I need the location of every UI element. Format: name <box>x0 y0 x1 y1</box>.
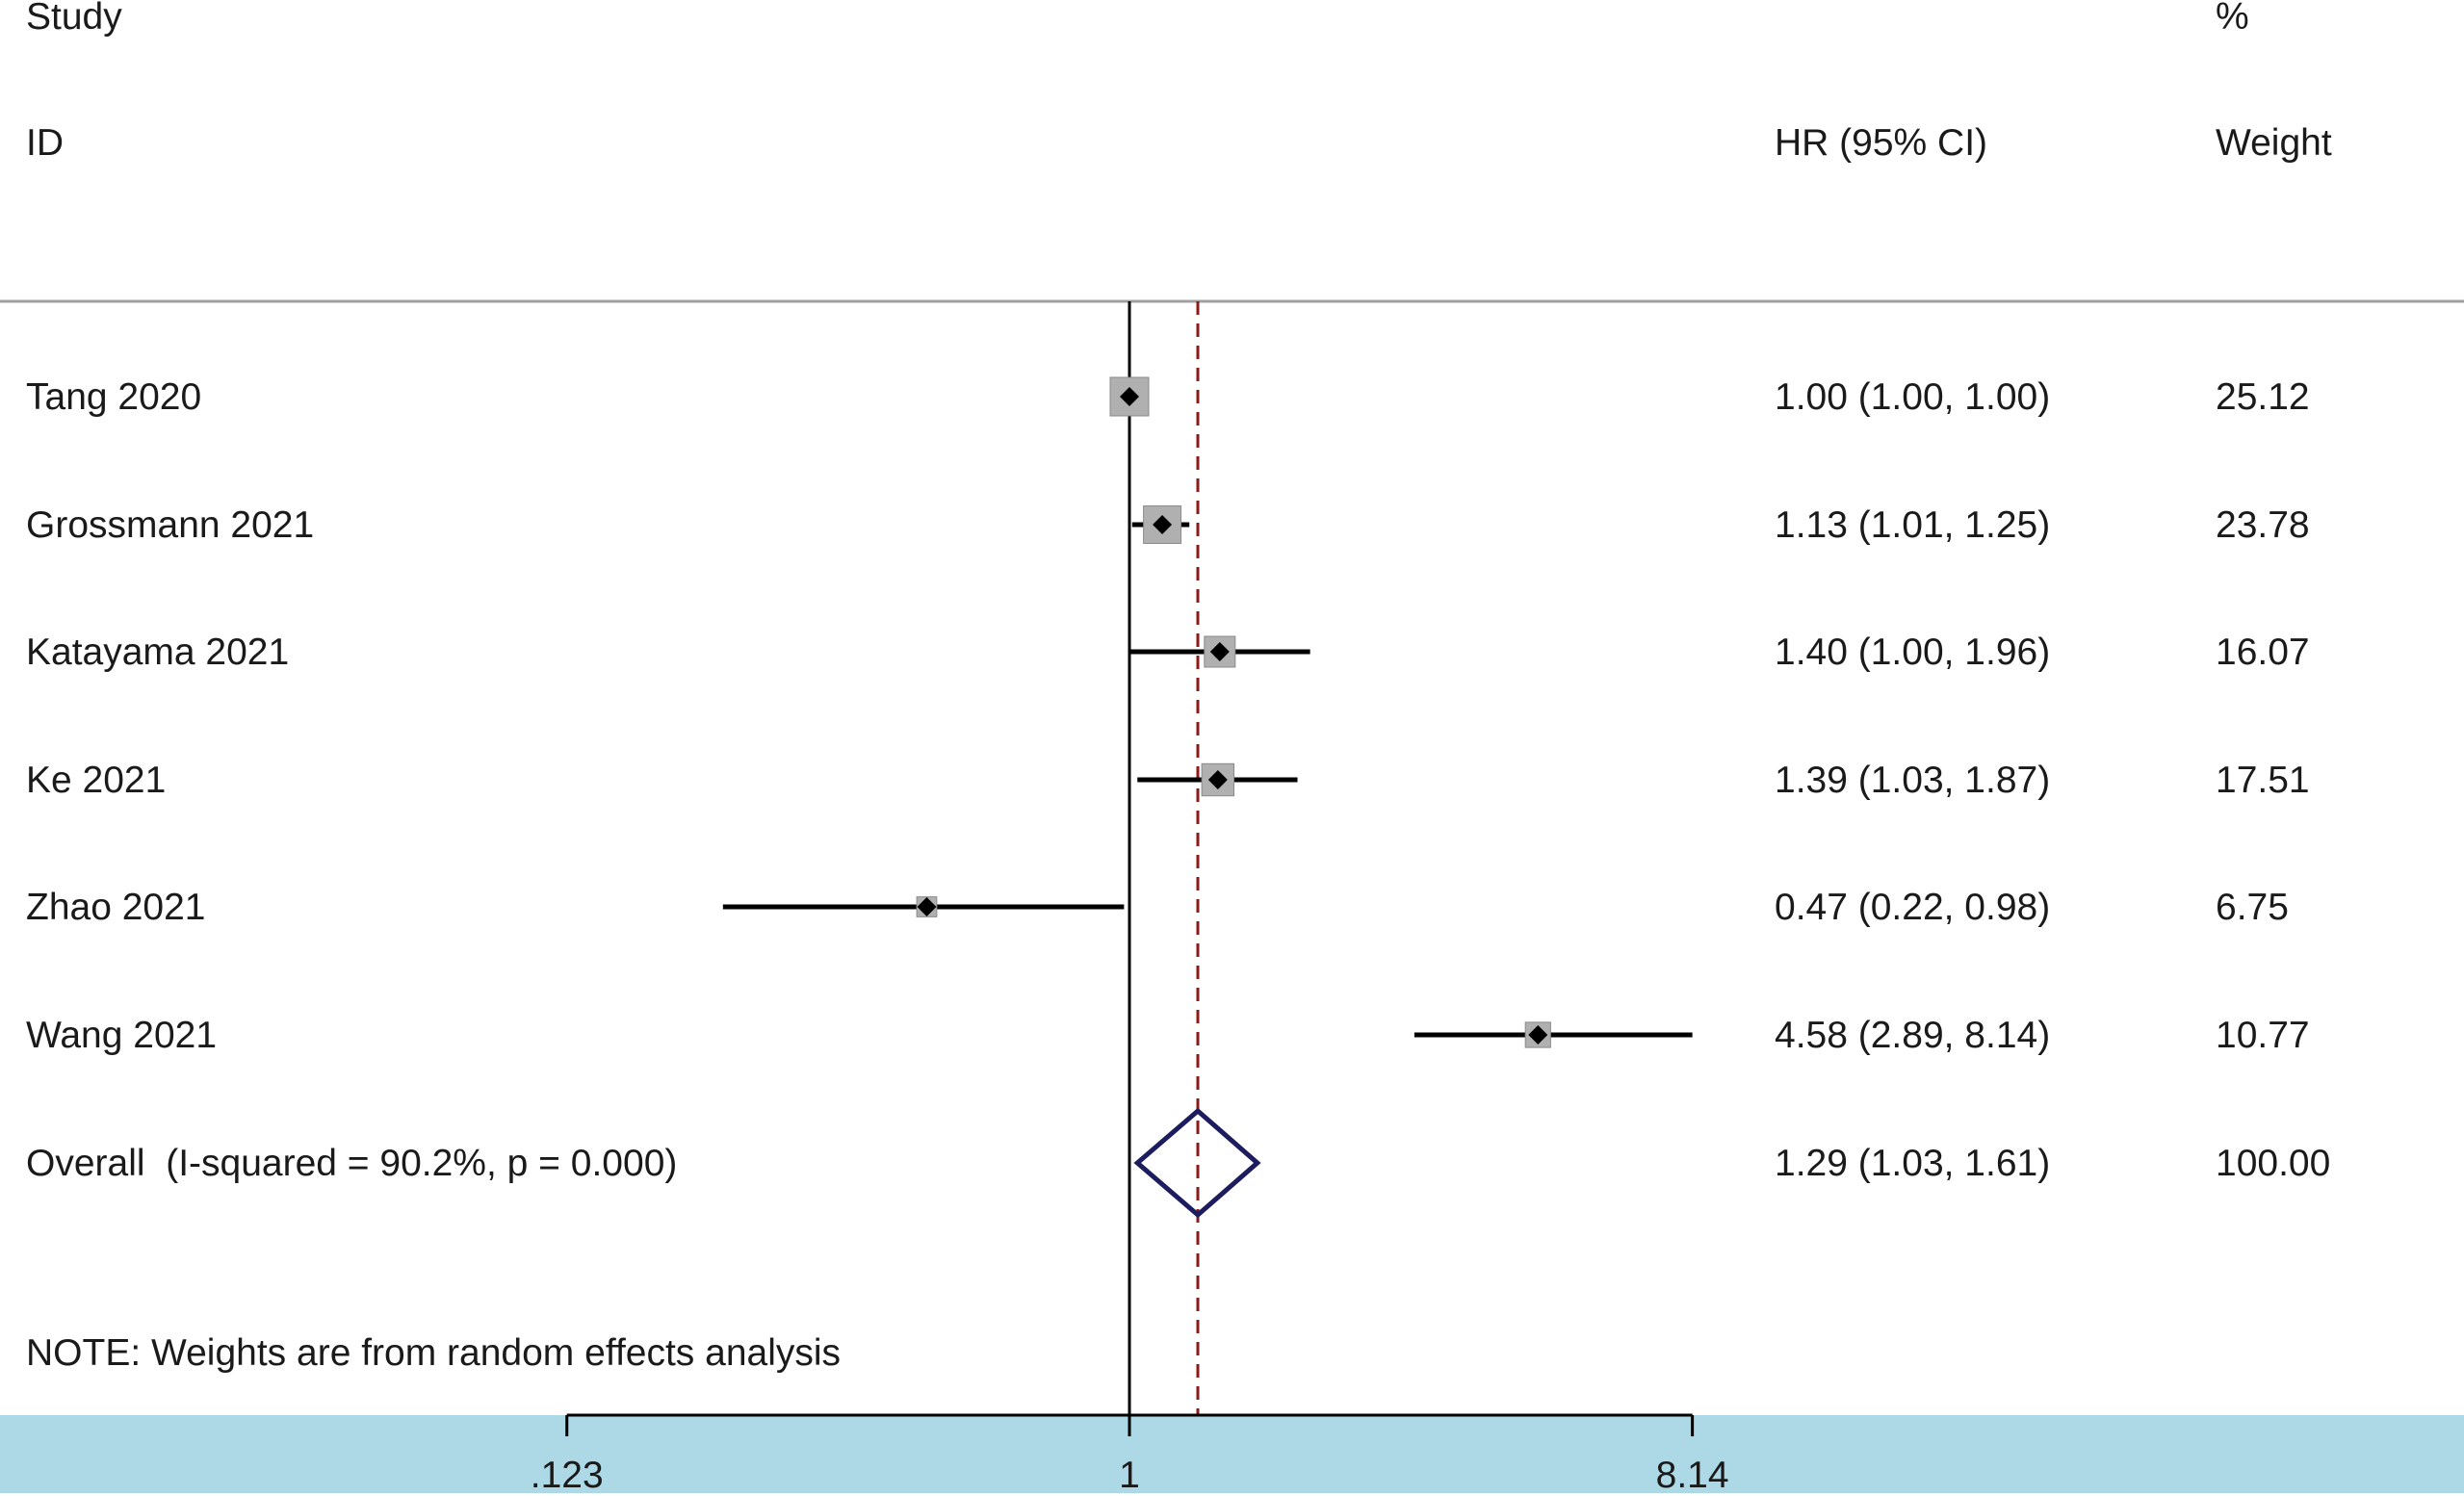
study-weight: 17.51 <box>2216 760 2310 801</box>
x-tick-label: 1 <box>1119 1455 1140 1496</box>
percent-header: % <box>2216 0 2249 38</box>
study-ci: 1.40 (1.00, 1.96) <box>1775 632 2051 673</box>
weight-box <box>1204 635 1236 668</box>
study-weight: 16.07 <box>2216 632 2310 673</box>
study-weight: 6.75 <box>2216 887 2289 928</box>
overall-weight: 100.00 <box>2216 1143 2331 1184</box>
study-ci: 0.47 (0.22, 0.98) <box>1775 887 2051 928</box>
study-label: Ke 2021 <box>26 760 167 801</box>
weights-note: NOTE: Weights are from random effects an… <box>26 1332 842 1374</box>
overall-ci: 1.29 (1.03, 1.61) <box>1775 1143 2051 1184</box>
study-label: Zhao 2021 <box>26 887 206 928</box>
point-estimate <box>1120 387 1139 406</box>
study-weight: 10.77 <box>2216 1015 2310 1056</box>
study-label: Katayama 2021 <box>26 632 290 673</box>
hr-ci-header: HR (95% CI) <box>1775 122 1988 164</box>
point-estimate <box>917 897 937 916</box>
study-header: Study <box>26 0 122 38</box>
point-estimate <box>1153 515 1173 534</box>
study-ci: 1.00 (1.00, 1.00) <box>1775 376 2051 418</box>
study-label: Wang 2021 <box>26 1015 218 1056</box>
study-ci: 4.58 (2.89, 8.14) <box>1775 1015 2051 1056</box>
study-ci: 1.13 (1.01, 1.25) <box>1775 504 2051 546</box>
weight-box <box>1109 376 1150 417</box>
weight-header: Weight <box>2216 122 2332 164</box>
x-tick-label: .123 <box>530 1455 604 1496</box>
overall-label: Overall (I-squared = 90.2%, p = 0.000) <box>26 1143 678 1184</box>
study-weight: 25.12 <box>2216 376 2310 418</box>
point-estimate <box>1207 770 1228 789</box>
study-weight: 23.78 <box>2216 504 2310 546</box>
point-estimate <box>1209 642 1230 661</box>
study-ci: 1.39 (1.03, 1.87) <box>1775 760 2051 801</box>
point-estimate <box>1528 1025 1548 1045</box>
x-tick-label: 8.14 <box>1655 1455 1729 1496</box>
overall-diamond <box>1133 1107 1261 1219</box>
study-label: Tang 2020 <box>26 376 202 418</box>
study-label: Grossmann 2021 <box>26 504 315 546</box>
id-header: ID <box>26 122 64 164</box>
x-axis-band <box>0 1415 2464 1493</box>
